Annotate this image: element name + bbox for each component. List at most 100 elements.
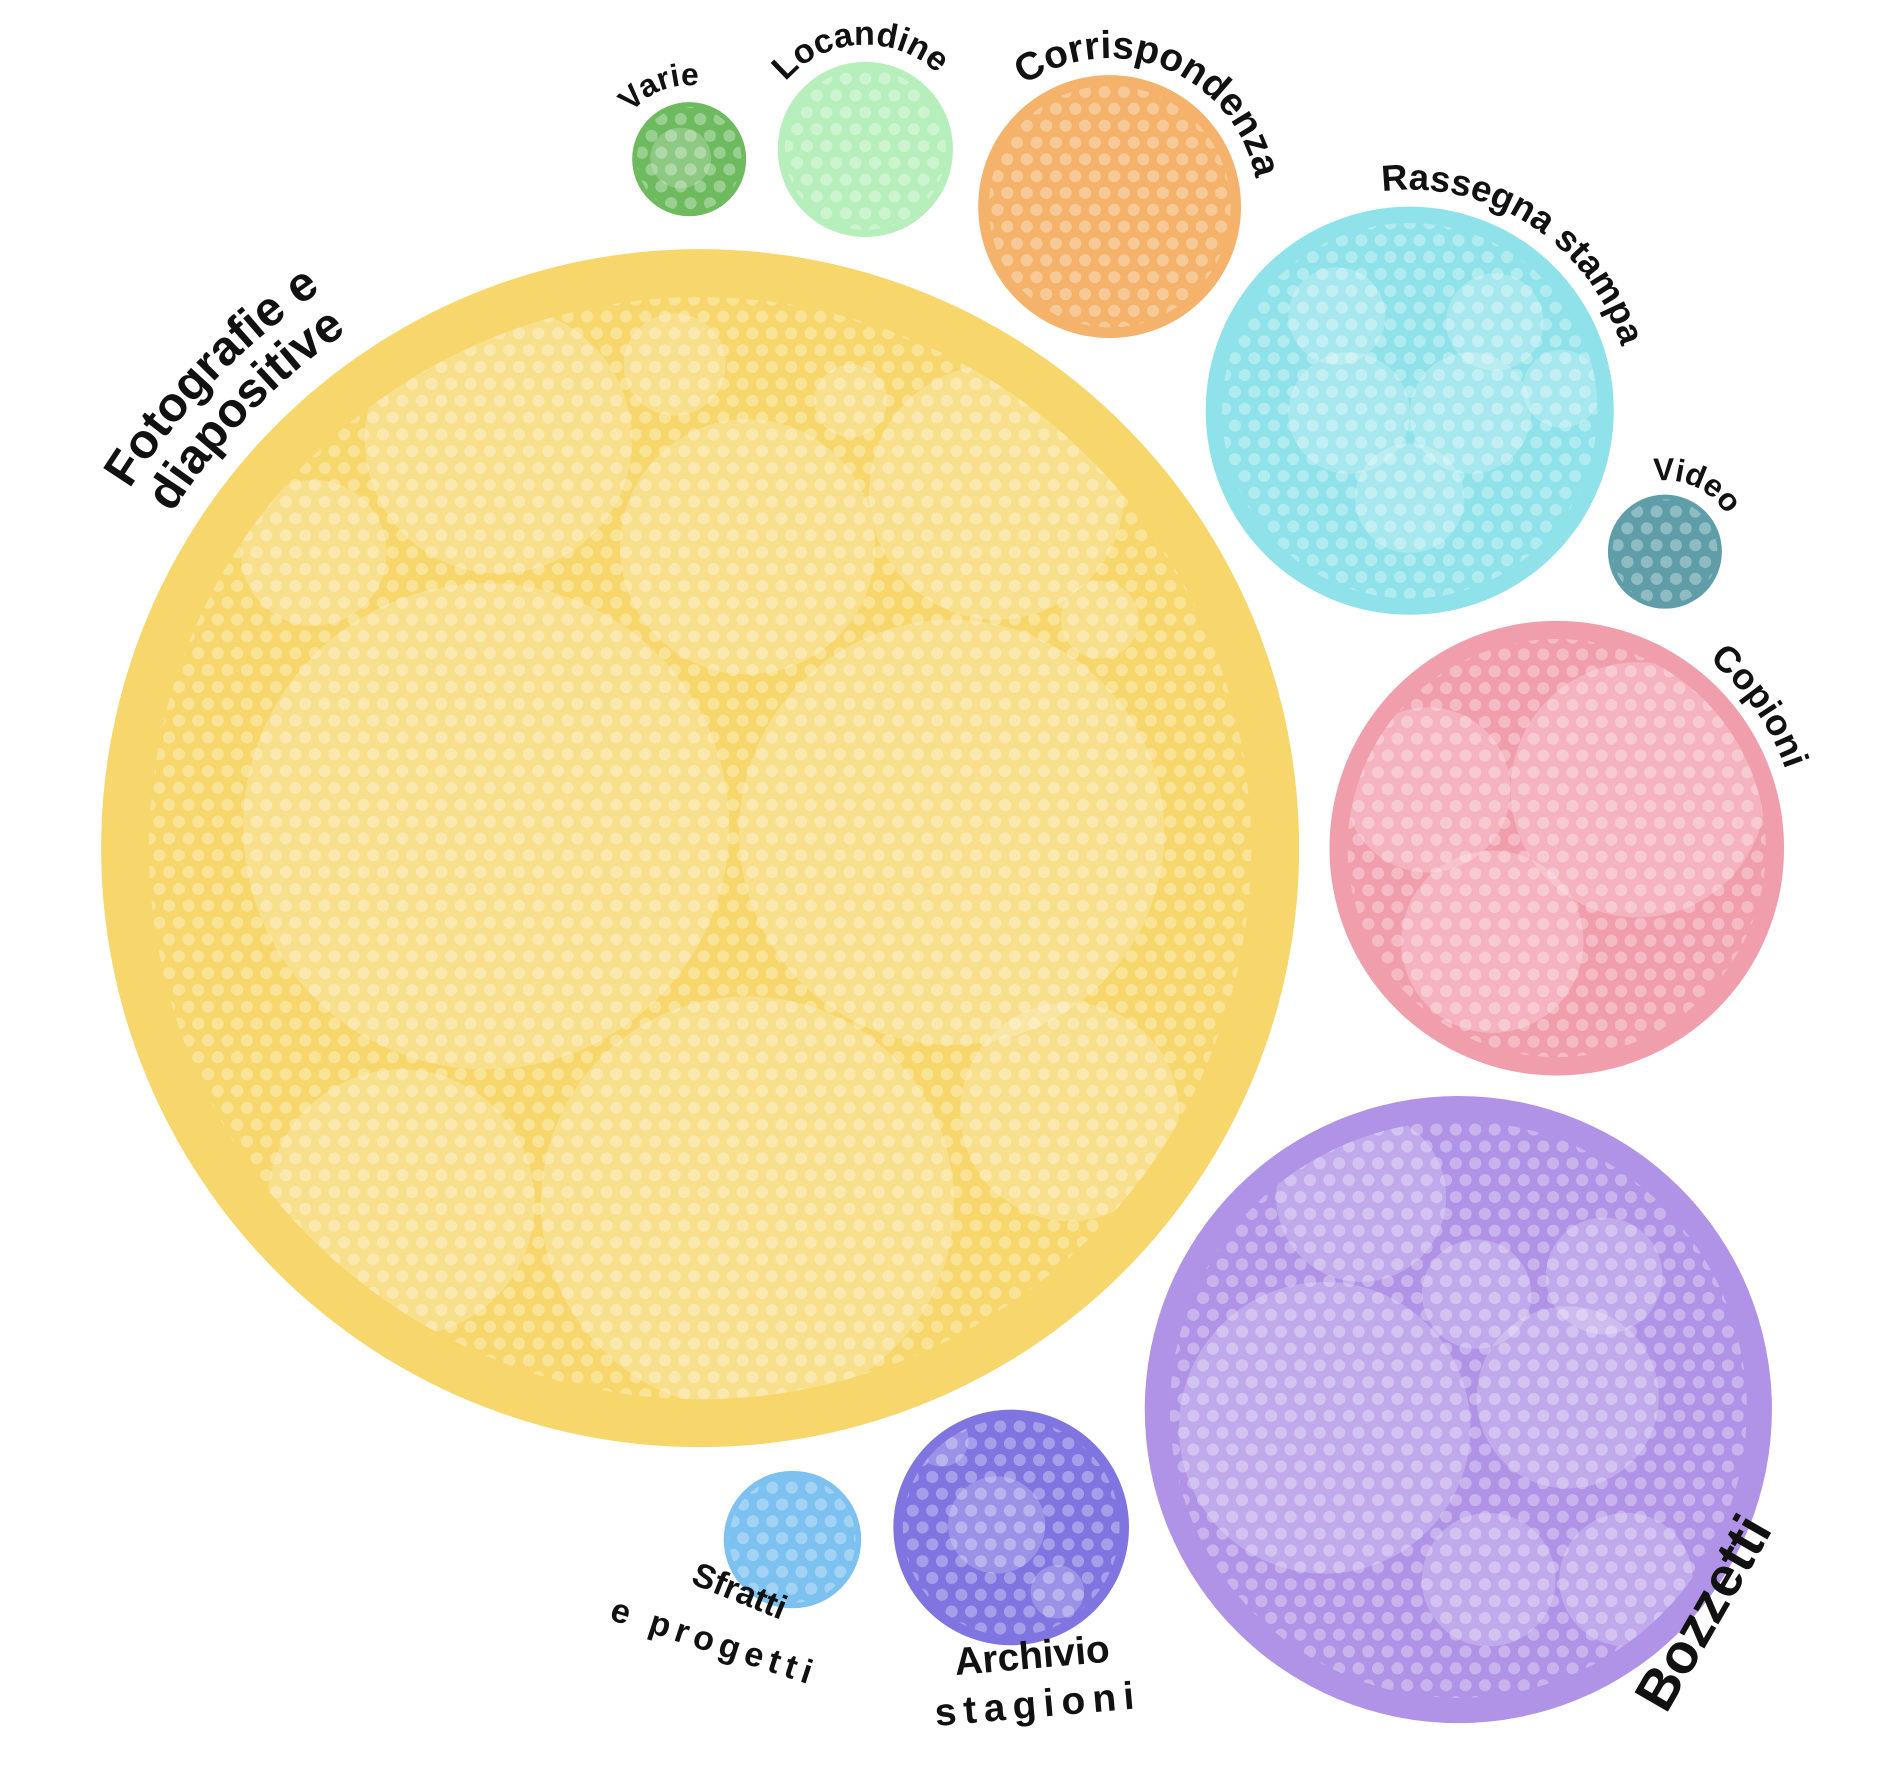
dot: [250, 781, 263, 794]
dot: [736, 377, 749, 390]
dot: [707, 1169, 720, 1182]
dot: [872, 1286, 885, 1300]
dot: [1125, 377, 1138, 390]
dot: [668, 1135, 681, 1148]
dot: [999, 596, 1012, 609]
dot: [824, 596, 837, 609]
dot: [668, 1034, 681, 1047]
dot: [814, 1286, 827, 1300]
dot: [1193, 360, 1206, 374]
dot: [1624, 1123, 1637, 1136]
dot: [561, 1051, 574, 1064]
dot: [1115, 1101, 1128, 1114]
dot: [581, 1017, 594, 1030]
dot: [1076, 765, 1089, 778]
dot: [668, 798, 681, 811]
dot: [1498, 1275, 1511, 1288]
dot: [717, 714, 730, 727]
dot: [415, 1303, 428, 1316]
dot: [1018, 529, 1031, 542]
dot: [357, 630, 370, 643]
dot: [454, 461, 467, 475]
dot: [1537, 1174, 1550, 1187]
dot: [590, 529, 603, 542]
dot: [1517, 1174, 1530, 1187]
dot: [921, 1236, 934, 1249]
dot: [882, 529, 895, 542]
dot: [1342, 1308, 1355, 1321]
dot: [853, 512, 866, 525]
dot: [503, 1354, 516, 1367]
dot: [697, 377, 710, 390]
dot: [318, 1068, 331, 1081]
dot: [1226, 1140, 1239, 1153]
dot: [687, 495, 701, 508]
dot: [1086, 781, 1099, 794]
dot: [697, 512, 710, 525]
dot: [590, 1270, 603, 1283]
dot: [1067, 849, 1080, 862]
dot: [1644, 1090, 1656, 1102]
sub-bubble: [1061, 580, 1139, 659]
dot: [1527, 1224, 1540, 1237]
dot: [483, 1286, 496, 1300]
dot: [454, 1169, 467, 1182]
dot: [1401, 1275, 1414, 1288]
dot: [571, 832, 584, 845]
dot: [1086, 849, 1099, 862]
dot: [1077, 1405, 1089, 1417]
dot: [149, 360, 156, 374]
dot: [717, 1118, 730, 1131]
dot: [376, 832, 390, 845]
dot: [756, 1051, 769, 1064]
dot: [386, 781, 399, 794]
dot: [551, 967, 565, 980]
dot: [279, 1068, 292, 1081]
dot: [1086, 748, 1099, 761]
dot: [794, 445, 808, 458]
dot: [376, 562, 390, 576]
dot: [872, 377, 885, 390]
dot: [153, 1219, 166, 1232]
dot: [746, 1270, 759, 1283]
dot: [182, 1303, 195, 1316]
dot: [240, 967, 253, 980]
dot: [367, 1253, 380, 1266]
dot: [999, 832, 1012, 845]
dot: [1018, 596, 1031, 609]
dot: [687, 596, 701, 609]
dot: [1018, 933, 1031, 946]
dot: [192, 748, 205, 761]
dot: [551, 562, 565, 576]
dot: [1018, 562, 1031, 576]
dot: [726, 495, 739, 508]
dot: [483, 411, 496, 424]
dot: [1692, 1308, 1705, 1321]
dot: [1037, 933, 1051, 946]
dot: [872, 781, 885, 794]
dot: [756, 714, 769, 727]
dot: [785, 1101, 798, 1114]
dot: [824, 360, 837, 374]
dot: [367, 680, 380, 693]
dot: [1164, 1118, 1177, 1131]
dot: [318, 1202, 331, 1215]
dot: [1144, 647, 1158, 660]
dot: [668, 1169, 681, 1182]
dot: [1086, 1354, 1099, 1367]
dot: [687, 1236, 701, 1249]
dot: [289, 1152, 302, 1165]
dot: [512, 529, 526, 542]
dot: [1232, 866, 1245, 879]
dot: [1037, 731, 1051, 744]
dot: [551, 596, 565, 609]
dot: [1741, 1258, 1747, 1271]
dot: [386, 445, 399, 458]
dot: [687, 1000, 701, 1013]
dot: [512, 1068, 526, 1081]
dot: [153, 916, 166, 929]
dot: [474, 360, 487, 374]
dot: [134, 1321, 146, 1333]
dot: [522, 647, 535, 660]
dot: [930, 1017, 944, 1030]
